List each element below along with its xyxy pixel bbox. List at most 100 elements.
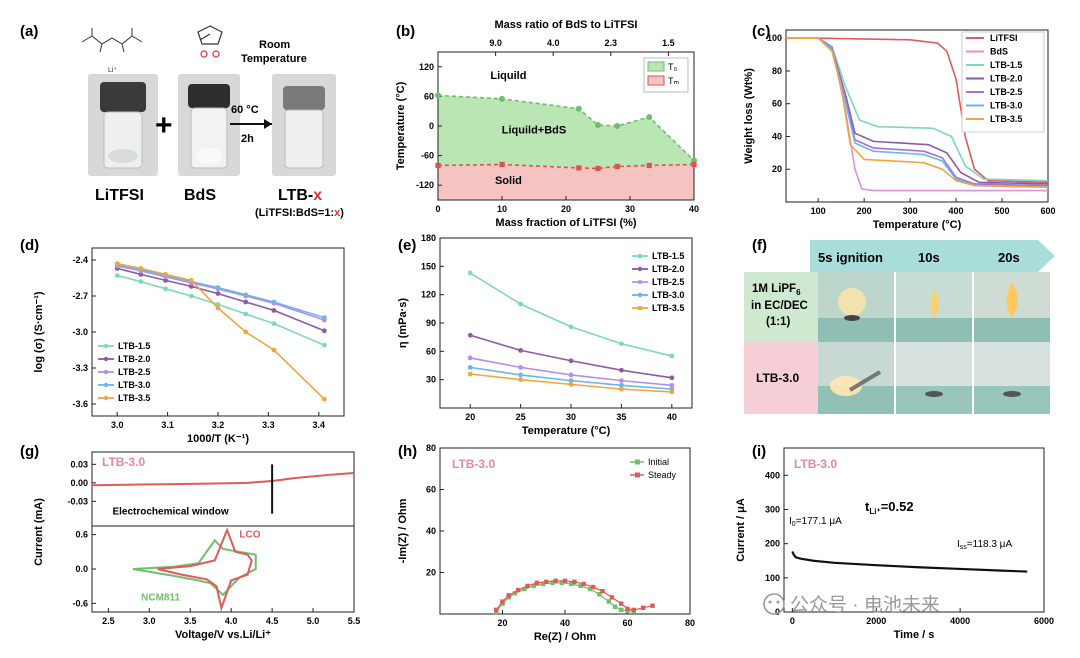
y-tick-label: 0.0 — [75, 564, 88, 574]
x-axis-label: Temperature (°C) — [873, 219, 962, 231]
series-line — [117, 274, 325, 346]
header-10s: 10s — [918, 250, 940, 265]
x-tick-label: 0 — [790, 616, 795, 626]
x-tick-label: 20 — [561, 204, 571, 214]
series-t0-point — [575, 105, 582, 112]
legend-marker — [103, 382, 109, 388]
x-tick-label: 2000 — [866, 616, 886, 626]
panel-label: (b) — [396, 23, 415, 40]
x-tick-label: 4.0 — [225, 616, 238, 626]
sample-label: LTB-3.0 — [794, 457, 837, 471]
panel-label: (i) — [752, 443, 766, 460]
series-line — [117, 262, 325, 400]
data-point — [544, 579, 549, 585]
x-tick-label: 0 — [435, 204, 440, 214]
y-axis-label: log (σ) (S·cm⁻¹) — [33, 291, 45, 372]
data-point — [512, 591, 518, 596]
row1-label-bg — [744, 272, 818, 342]
data-point — [243, 311, 249, 317]
y-tick-label: 150 — [421, 261, 436, 271]
room-label-2: Temperature — [241, 53, 307, 65]
cv-ncm811-curve — [132, 538, 257, 597]
data-point — [467, 270, 473, 276]
room-label-1: Room — [259, 39, 290, 51]
x-tick-label: 60 — [622, 618, 632, 628]
data-point — [467, 332, 473, 338]
sample-label: LTB-3.0 — [452, 457, 495, 471]
data-point — [243, 299, 249, 305]
x-tick-label: 30 — [566, 412, 576, 422]
y-tick-label: 30 — [426, 375, 436, 385]
chart-i: (i) 0 2000 4000 6000 0 100 200 300 400 Time / s Cur… — [735, 443, 1054, 641]
legend-label: T₀ — [668, 62, 677, 72]
cv-lco-curve — [157, 527, 253, 612]
top-axis-label: Mass ratio of BdS to LiTFSI — [494, 19, 637, 31]
x-tick-label: 30 — [625, 204, 635, 214]
data-point — [559, 580, 565, 586]
data-point — [515, 587, 521, 593]
data-point — [619, 601, 624, 606]
data-point — [619, 386, 624, 392]
annotation-lco: LCO — [239, 529, 260, 540]
sample-label: LTB-3.0 — [102, 455, 145, 469]
y-tick-label: 100 — [767, 33, 782, 43]
data-point — [631, 607, 636, 613]
x-tick-label: 600 — [1040, 206, 1055, 216]
legend-marker — [103, 356, 109, 362]
timeline-arrow — [810, 240, 1055, 272]
data-point — [243, 292, 249, 298]
legend-label: LTB-3.0 — [990, 101, 1022, 111]
series-line — [117, 267, 325, 332]
x-tick-label: 80 — [685, 618, 695, 628]
data-point — [518, 347, 524, 353]
x-tick-label: 40 — [689, 204, 699, 214]
data-point — [188, 293, 194, 299]
series-t0-point — [499, 95, 505, 102]
series-t0-point — [646, 114, 653, 121]
x-tick-label: 5.5 — [348, 616, 361, 626]
annotation-ncm811: NCM811 — [141, 593, 180, 604]
chart-c: (c)100 200 300 400 500 60020406080100Temperat… — [743, 23, 1056, 231]
y-axis-label: Current (mA) — [33, 498, 45, 566]
y-axis-label: -Im(Z) / Ohm — [397, 498, 409, 563]
x-tick-label: 3.4 — [313, 420, 326, 430]
series-tm-point — [646, 162, 652, 169]
legend-marker — [635, 459, 640, 465]
row1-line2: in EC/DEC — [751, 300, 808, 312]
y-tick-label: 60 — [424, 91, 434, 101]
series-line-litfsi — [786, 37, 1049, 184]
series-line — [117, 265, 325, 321]
liquid-bds-region-fill — [438, 95, 694, 169]
data-point — [619, 341, 624, 347]
y-tick-label: -3.0 — [72, 327, 88, 337]
condition-temp: 60 °C — [231, 104, 259, 116]
y-tick-label: 300 — [765, 505, 780, 515]
lsv-curve — [91, 471, 355, 487]
series-line — [117, 264, 325, 319]
legend-label: LTB-1.5 — [990, 60, 1022, 70]
data-point — [518, 372, 524, 378]
legend-label: BdS — [990, 47, 1008, 57]
legend-marker — [635, 472, 640, 478]
annotation-liquid-bds: Liquild+BdS — [502, 124, 566, 136]
x-tick-label: 4000 — [950, 616, 970, 626]
y-axis-label: η (mPa·s) — [397, 298, 409, 348]
data-point — [587, 586, 593, 592]
data-point — [518, 377, 524, 383]
legend-marker — [637, 292, 643, 298]
legend-marker — [637, 279, 643, 285]
row1-line3: (1:1) — [766, 316, 790, 328]
data-point — [540, 581, 546, 587]
y-tick-label: 20 — [772, 164, 782, 174]
chart-e: (e) 20 25 30 35 40 30 60 90 120 150 180 Temperature … — [397, 233, 693, 437]
data-point — [138, 272, 144, 277]
y-tick-label: 90 — [426, 318, 436, 328]
x-axis-label: 1000/T (K⁻¹) — [187, 433, 249, 445]
product-label: LTB-x — [278, 187, 322, 204]
data-point — [569, 581, 574, 587]
data-point — [188, 278, 194, 283]
data-point — [669, 375, 675, 381]
data-point — [114, 273, 120, 278]
panel-label: (g) — [20, 443, 39, 460]
top-tick-label: 4.0 — [547, 38, 560, 48]
